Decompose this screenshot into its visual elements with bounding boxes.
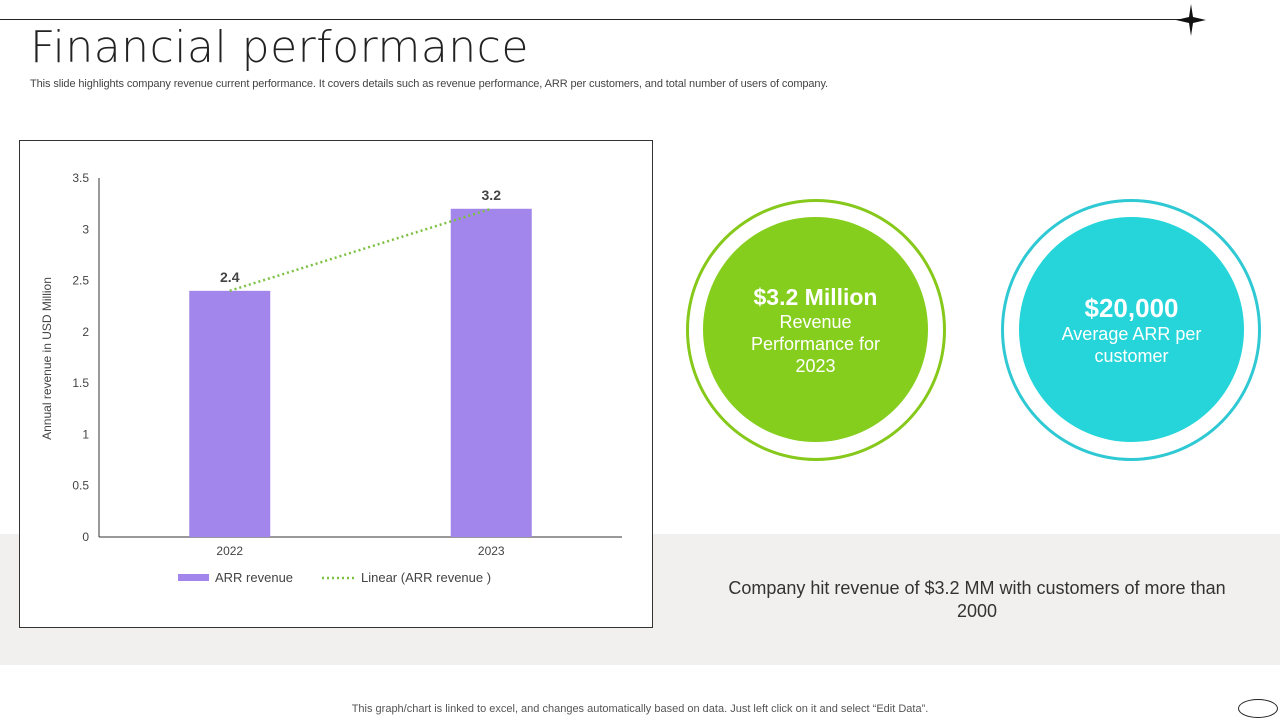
oval-icon (1238, 699, 1278, 718)
x-tick-label: 2022 (216, 544, 243, 558)
legend-label-trendline: Linear (ARR revenue ) (361, 570, 491, 585)
y-tick-label: 3.5 (72, 171, 89, 185)
kpi-revenue-label: Revenue Performance for 2023 (750, 311, 881, 376)
y-tick-label: 2 (82, 325, 89, 339)
summary-text: Company hit revenue of $3.2 MM with cust… (728, 578, 1226, 621)
y-tick-label: 1.5 (72, 376, 89, 390)
data-label: 3.2 (482, 187, 502, 203)
legend-label-arr-revenue: ARR revenue (215, 570, 293, 585)
kpi-revenue-value: $3.2 Million (753, 283, 878, 310)
data-label: 2.4 (220, 269, 240, 285)
page-title: Financial performance (30, 22, 529, 73)
y-tick-label: 1 (82, 427, 89, 441)
kpi-arr-value: $20,000 (1084, 292, 1179, 323)
page-subtitle: This slide highlights company revenue cu… (30, 78, 828, 90)
kpi-arr-circle: $20,000 Average ARR per customer (1019, 217, 1244, 442)
top-rule (0, 19, 1190, 20)
y-tick-label: 2.5 (72, 274, 89, 288)
bar-2023 (450, 208, 532, 537)
bar-2022 (189, 290, 271, 537)
star-icon (1176, 4, 1206, 36)
y-tick-label: 0 (82, 530, 89, 544)
footer-note: This graph/chart is linked to excel, and… (351, 703, 929, 715)
kpi-revenue-circle: $3.2 Million Revenue Performance for 202… (703, 217, 928, 442)
kpi-arr-label: Average ARR per customer (1061, 323, 1202, 366)
revenue-chart-svg: 0 0.5 1 1.5 2 2.5 3 3.5 Annual revenue in USD Mi… (40, 171, 622, 585)
y-axis-label: Annual revenue in USD Million (40, 277, 54, 440)
revenue-chart[interactable]: 0 0.5 1 1.5 2 2.5 3 3.5 Annual revenue in USD Mi… (19, 140, 653, 628)
trendline (229, 207, 492, 293)
y-tick-label: 3 (82, 222, 89, 236)
legend-swatch-arr-revenue (178, 574, 209, 581)
x-tick-label: 2023 (478, 544, 505, 558)
y-tick-label: 0.5 (72, 479, 89, 493)
